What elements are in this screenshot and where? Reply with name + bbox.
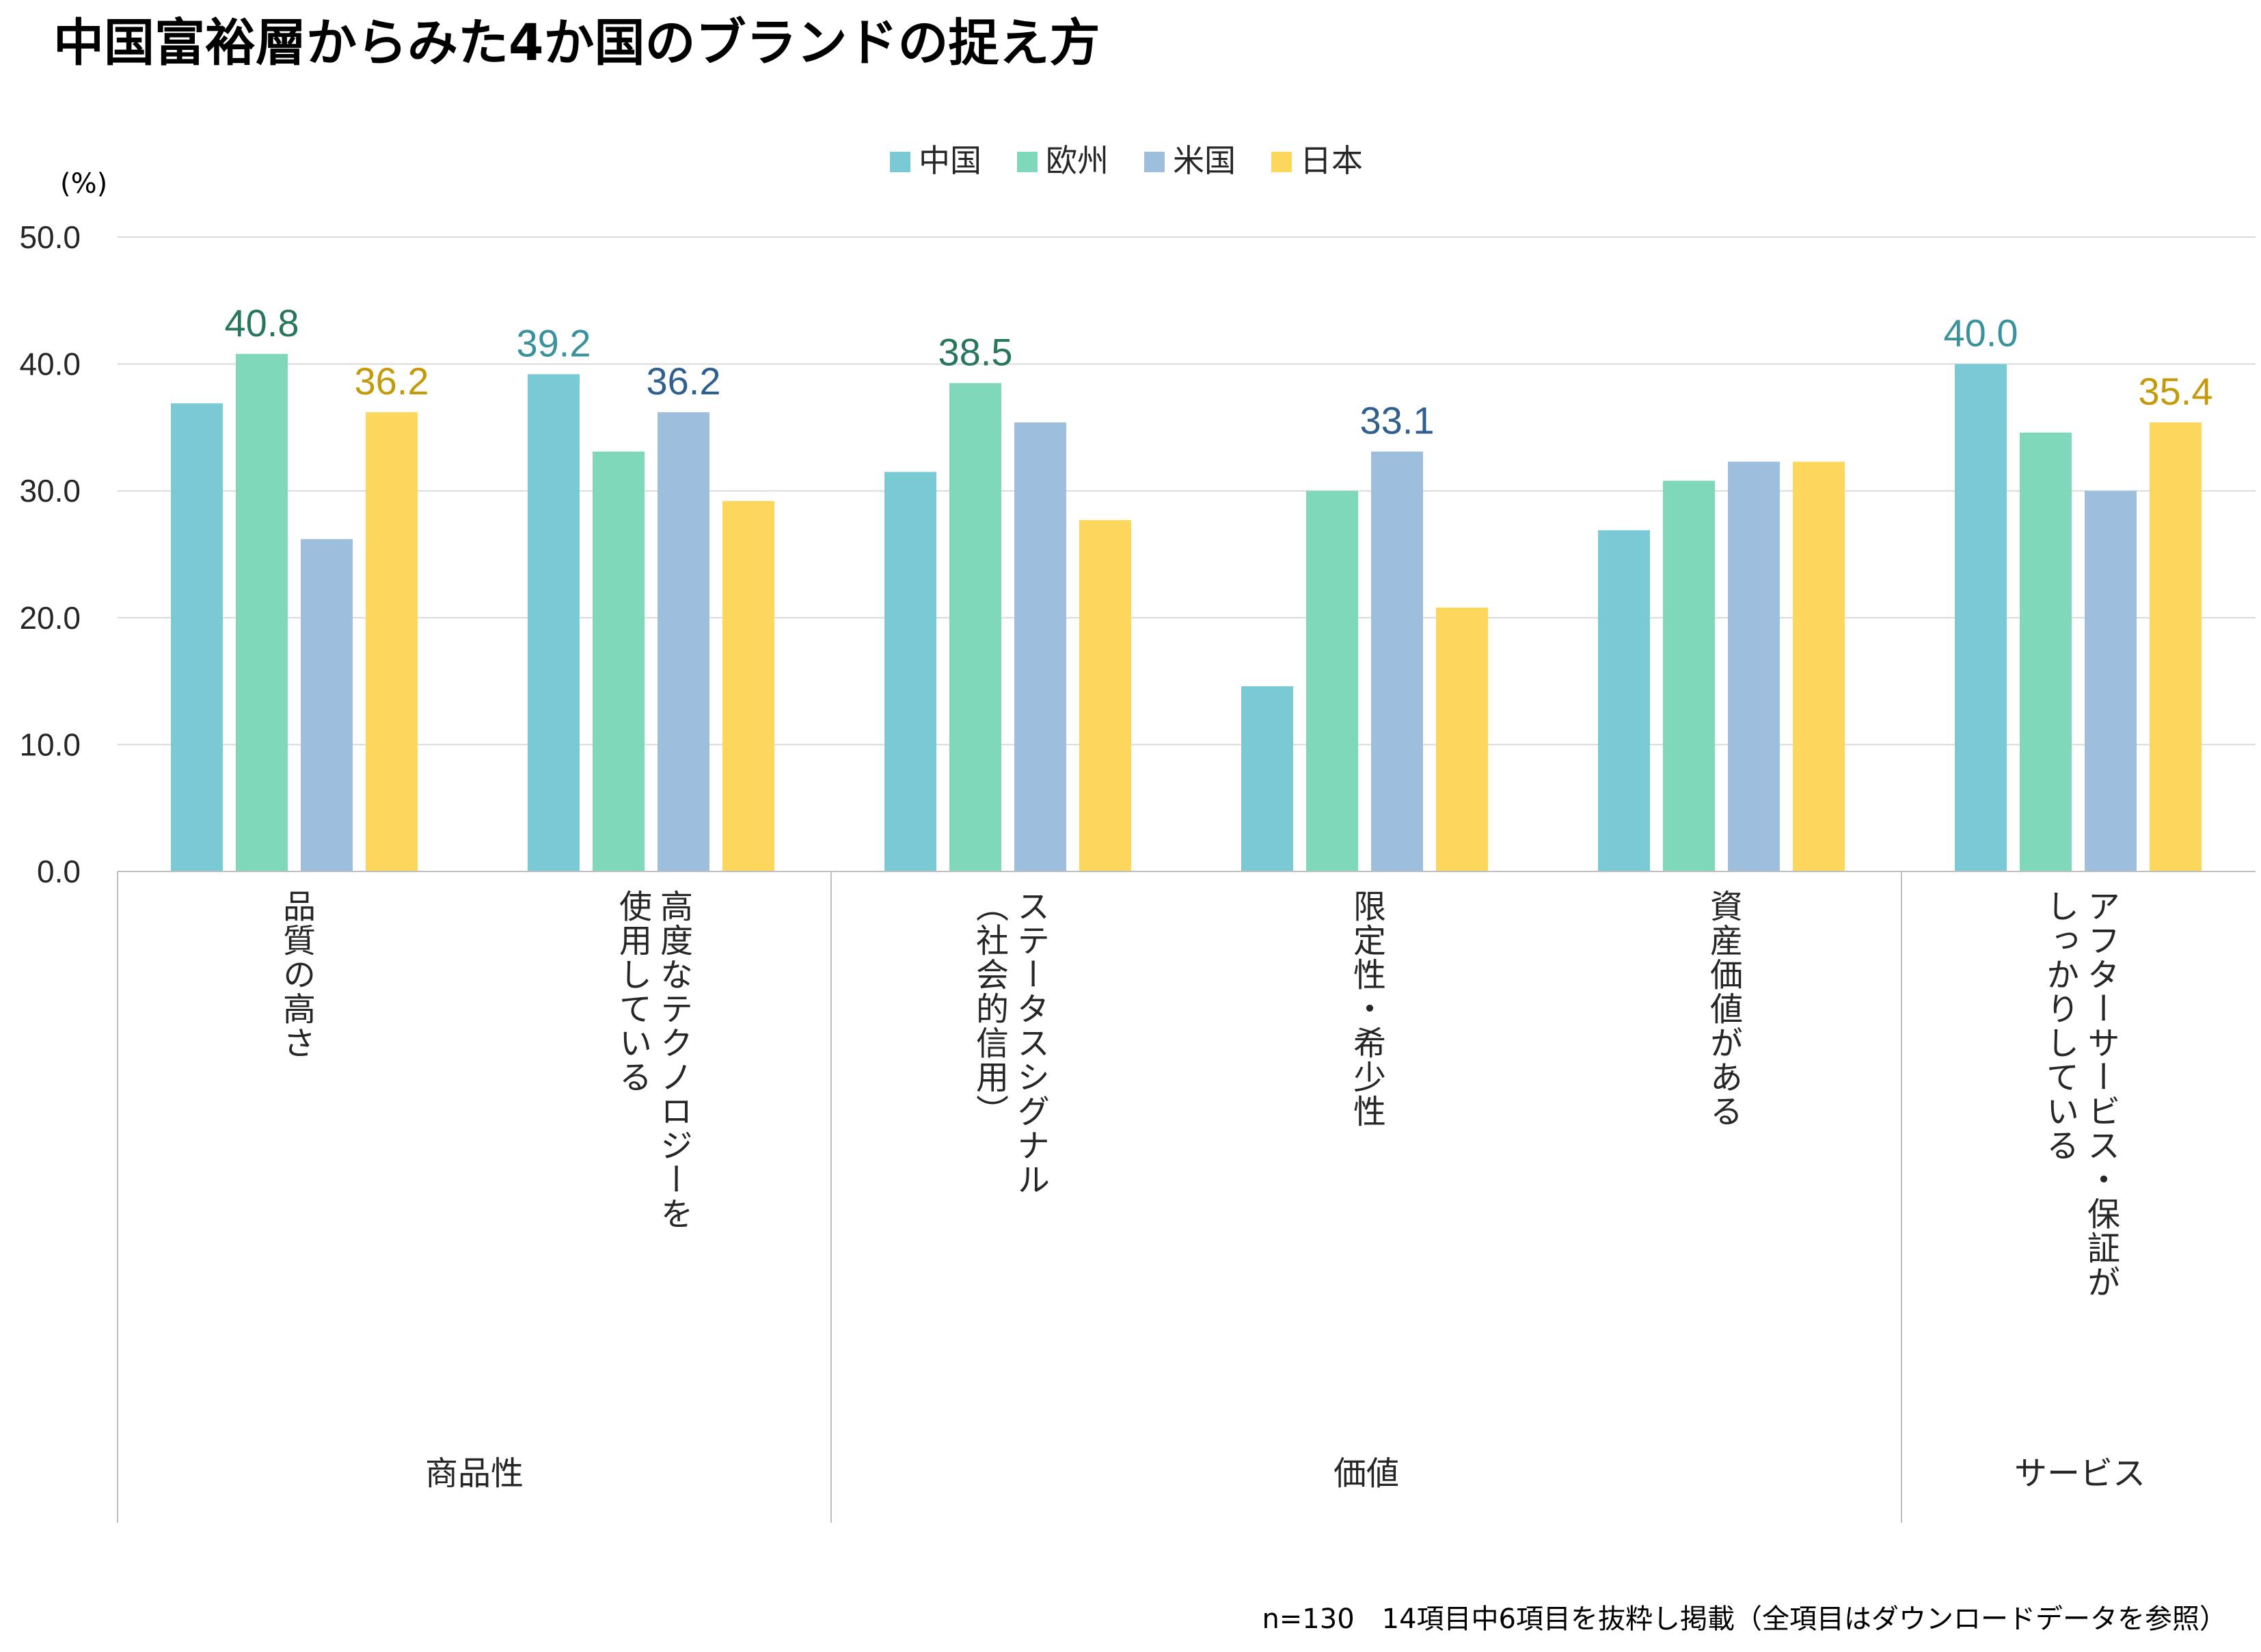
gridlines [118, 236, 2256, 746]
bar [1079, 519, 1131, 871]
y-axis-unit-label: (%) [60, 168, 107, 200]
bar [884, 472, 936, 871]
bar [2020, 432, 2072, 871]
bar [1663, 480, 1715, 871]
legend-label: 日本 [1300, 142, 1363, 179]
category-label: アフターサービス・保証が [2081, 889, 2120, 1299]
category-label: 品質の高さ [277, 889, 315, 1060]
data-label: 39.2 [517, 321, 591, 364]
y-tick-label: 40.0 [19, 347, 81, 382]
bar [2085, 491, 2137, 871]
category-label: 高度なテクノロジーを [654, 889, 692, 1231]
data-label: 40.0 [1944, 312, 2018, 355]
bar [722, 501, 774, 871]
legend-swatch [1017, 152, 1038, 172]
bar [949, 383, 1001, 871]
legend-label: 中国 [919, 142, 981, 179]
category-label: 限定性・希少性 [1347, 889, 1385, 1128]
bar [528, 374, 580, 871]
bar [1371, 451, 1423, 871]
bar [1728, 461, 1780, 871]
y-axis-ticks: 0.0 10.0 20.0 30.0 40.0 50.0 [19, 219, 81, 889]
y-tick-label: 50.0 [19, 219, 81, 255]
footnote: n=130 14項目中6項目を抜粋し掲載（全項目はダウンロードデータを参照） [1262, 1603, 2227, 1635]
group-label: 価値 [1333, 1454, 1399, 1493]
y-tick-label: 0.0 [37, 854, 81, 889]
chart-title: 中国富裕層からみた4か国のブランドの捉え方 [53, 14, 1100, 72]
y-tick-label: 20.0 [19, 600, 81, 636]
category-label: ステータスシグナル [1011, 889, 1049, 1197]
bar [1598, 530, 1650, 871]
legend-swatch [890, 152, 910, 172]
data-label: 38.5 [938, 330, 1013, 373]
data-labels: 40.8 36.2 39.2 36.2 38.5 33.1 40.0 35.4 [225, 301, 2213, 442]
category-label: （社会的信用） [970, 889, 1008, 1128]
group-label: サービス [2014, 1454, 2145, 1493]
bar [658, 412, 709, 871]
bar [1014, 422, 1066, 871]
category-label: 資産価値がある [1704, 889, 1743, 1128]
legend-label: 米国 [1173, 142, 1236, 179]
bar [1955, 364, 2007, 871]
bar [171, 403, 223, 871]
data-label: 36.2 [647, 360, 721, 403]
bar [236, 353, 288, 871]
bar [1793, 461, 1845, 871]
data-label: 36.2 [355, 360, 429, 403]
data-label: 40.8 [225, 301, 299, 344]
bar [593, 451, 645, 871]
data-label: 35.4 [2139, 370, 2213, 413]
y-tick-label: 10.0 [19, 727, 81, 762]
bar [301, 539, 353, 871]
y-tick-label: 30.0 [19, 473, 81, 509]
group-label: 商品性 [425, 1454, 524, 1493]
category-label: 使用している [613, 889, 651, 1094]
bar [1436, 607, 1488, 871]
legend-label: 欧州 [1046, 142, 1109, 179]
bar [2150, 422, 2202, 871]
legend: 中国 欧州 米国 日本 [890, 142, 1363, 179]
legend-swatch [1144, 152, 1165, 172]
bar [1241, 686, 1293, 871]
legend-swatch [1271, 152, 1292, 172]
bar [366, 412, 418, 871]
bar [1306, 491, 1358, 871]
category-label: しっかりしている [2040, 889, 2079, 1163]
bars [171, 353, 2202, 871]
data-label: 33.1 [1360, 399, 1435, 442]
